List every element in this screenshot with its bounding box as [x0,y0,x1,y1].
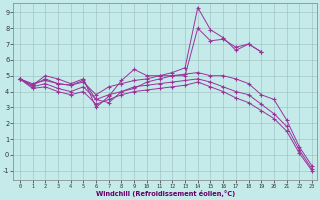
X-axis label: Windchill (Refroidissement éolien,°C): Windchill (Refroidissement éolien,°C) [96,190,235,197]
